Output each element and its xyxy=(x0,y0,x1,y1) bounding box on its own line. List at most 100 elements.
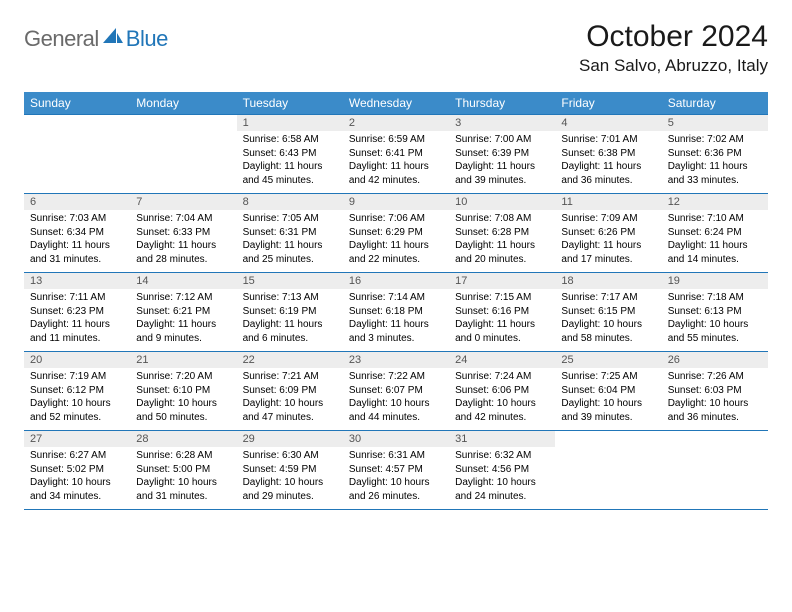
sunrise-text: Sunrise: 7:01 AM xyxy=(561,133,655,147)
sunrise-text: Sunrise: 6:32 AM xyxy=(455,449,549,463)
calendar-day-cell: 18Sunrise: 7:17 AMSunset: 6:15 PMDayligh… xyxy=(555,273,661,352)
daylight-text: Daylight: 11 hours and 36 minutes. xyxy=(561,160,655,187)
calendar-day-cell: 27Sunrise: 6:27 AMSunset: 5:02 PMDayligh… xyxy=(24,431,130,510)
daylight-text: Daylight: 10 hours and 24 minutes. xyxy=(455,476,549,503)
daylight-text: Daylight: 11 hours and 20 minutes. xyxy=(455,239,549,266)
calendar-day-cell xyxy=(24,115,130,194)
sunrise-text: Sunrise: 7:08 AM xyxy=(455,212,549,226)
header: General Blue October 2024 San Salvo, Abr… xyxy=(24,20,768,76)
empty-day xyxy=(24,115,130,171)
day-number: 4 xyxy=(555,115,661,131)
day-details: Sunrise: 7:20 AMSunset: 6:10 PMDaylight:… xyxy=(130,368,236,430)
day-number: 8 xyxy=(237,194,343,210)
sunset-text: Sunset: 6:03 PM xyxy=(668,384,762,398)
calendar-day-cell: 3Sunrise: 7:00 AMSunset: 6:39 PMDaylight… xyxy=(449,115,555,194)
day-details: Sunrise: 6:30 AMSunset: 4:59 PMDaylight:… xyxy=(237,447,343,509)
daylight-text: Daylight: 11 hours and 42 minutes. xyxy=(349,160,443,187)
daylight-text: Daylight: 10 hours and 47 minutes. xyxy=(243,397,337,424)
sunset-text: Sunset: 6:21 PM xyxy=(136,305,230,319)
day-details: Sunrise: 7:21 AMSunset: 6:09 PMDaylight:… xyxy=(237,368,343,430)
day-number: 7 xyxy=(130,194,236,210)
daylight-text: Daylight: 10 hours and 34 minutes. xyxy=(30,476,124,503)
sunrise-text: Sunrise: 6:30 AM xyxy=(243,449,337,463)
daylight-text: Daylight: 11 hours and 6 minutes. xyxy=(243,318,337,345)
empty-day xyxy=(555,431,661,487)
day-number: 16 xyxy=(343,273,449,289)
day-number: 5 xyxy=(662,115,768,131)
day-details: Sunrise: 6:58 AMSunset: 6:43 PMDaylight:… xyxy=(237,131,343,193)
day-number: 31 xyxy=(449,431,555,447)
daylight-text: Daylight: 10 hours and 52 minutes. xyxy=(30,397,124,424)
calendar-day-cell: 26Sunrise: 7:26 AMSunset: 6:03 PMDayligh… xyxy=(662,352,768,431)
daylight-text: Daylight: 10 hours and 44 minutes. xyxy=(349,397,443,424)
day-details: Sunrise: 7:19 AMSunset: 6:12 PMDaylight:… xyxy=(24,368,130,430)
sunrise-text: Sunrise: 7:00 AM xyxy=(455,133,549,147)
daylight-text: Daylight: 11 hours and 31 minutes. xyxy=(30,239,124,266)
sunrise-text: Sunrise: 7:25 AM xyxy=(561,370,655,384)
sunset-text: Sunset: 6:16 PM xyxy=(455,305,549,319)
sunrise-text: Sunrise: 7:06 AM xyxy=(349,212,443,226)
day-details: Sunrise: 7:00 AMSunset: 6:39 PMDaylight:… xyxy=(449,131,555,193)
sunrise-text: Sunrise: 7:10 AM xyxy=(668,212,762,226)
day-number: 26 xyxy=(662,352,768,368)
sunset-text: Sunset: 6:09 PM xyxy=(243,384,337,398)
weekday-header: Sunday xyxy=(24,92,130,115)
sunset-text: Sunset: 4:56 PM xyxy=(455,463,549,477)
day-details: Sunrise: 7:26 AMSunset: 6:03 PMDaylight:… xyxy=(662,368,768,430)
weekday-header: Friday xyxy=(555,92,661,115)
day-number: 25 xyxy=(555,352,661,368)
day-details: Sunrise: 7:22 AMSunset: 6:07 PMDaylight:… xyxy=(343,368,449,430)
daylight-text: Daylight: 11 hours and 0 minutes. xyxy=(455,318,549,345)
calendar-grid: Sunday Monday Tuesday Wednesday Thursday… xyxy=(24,92,768,510)
daylight-text: Daylight: 11 hours and 11 minutes. xyxy=(30,318,124,345)
day-number: 3 xyxy=(449,115,555,131)
day-details: Sunrise: 7:09 AMSunset: 6:26 PMDaylight:… xyxy=(555,210,661,272)
page-title: October 2024 xyxy=(579,20,768,54)
calendar-day-cell: 31 Sunrise: 6:32 AMSunset: 4:56 PMDayligh… xyxy=(449,431,555,510)
sunset-text: Sunset: 6:39 PM xyxy=(455,147,549,161)
daylight-text: Daylight: 11 hours and 33 minutes. xyxy=(668,160,762,187)
sunset-text: Sunset: 5:02 PM xyxy=(30,463,124,477)
sunset-text: Sunset: 6:23 PM xyxy=(30,305,124,319)
day-number: 18 xyxy=(555,273,661,289)
day-number: 6 xyxy=(24,194,130,210)
daylight-text: Daylight: 11 hours and 28 minutes. xyxy=(136,239,230,266)
day-number: 23 xyxy=(343,352,449,368)
calendar-day-cell xyxy=(662,431,768,510)
logo-text-general: General xyxy=(24,26,99,52)
daylight-text: Daylight: 11 hours and 14 minutes. xyxy=(668,239,762,266)
day-details: Sunrise: 7:03 AMSunset: 6:34 PMDaylight:… xyxy=(24,210,130,272)
calendar-day-cell: 20Sunrise: 7:19 AMSunset: 6:12 PMDayligh… xyxy=(24,352,130,431)
sunset-text: Sunset: 6:31 PM xyxy=(243,226,337,240)
sunrise-text: Sunrise: 7:12 AM xyxy=(136,291,230,305)
day-details: Sunrise: 7:12 AMSunset: 6:21 PMDaylight:… xyxy=(130,289,236,351)
calendar-day-cell: 24Sunrise: 7:24 AMSunset: 6:06 PMDayligh… xyxy=(449,352,555,431)
daylight-text: Daylight: 11 hours and 45 minutes. xyxy=(243,160,337,187)
sunrise-text: Sunrise: 7:26 AM xyxy=(668,370,762,384)
sunset-text: Sunset: 6:13 PM xyxy=(668,305,762,319)
day-details: Sunrise: 7:17 AMSunset: 6:15 PMDaylight:… xyxy=(555,289,661,351)
calendar-day-cell: 25Sunrise: 7:25 AMSunset: 6:04 PMDayligh… xyxy=(555,352,661,431)
sunrise-text: Sunrise: 7:21 AM xyxy=(243,370,337,384)
empty-day xyxy=(662,431,768,487)
day-details: Sunrise: 6:31 AMSunset: 4:57 PMDaylight:… xyxy=(343,447,449,509)
sunset-text: Sunset: 6:41 PM xyxy=(349,147,443,161)
calendar-day-cell: 5Sunrise: 7:02 AMSunset: 6:36 PMDaylight… xyxy=(662,115,768,194)
day-number: 13 xyxy=(24,273,130,289)
day-number: 11 xyxy=(555,194,661,210)
sunset-text: Sunset: 6:36 PM xyxy=(668,147,762,161)
day-number: 19 xyxy=(662,273,768,289)
calendar-day-cell: 21Sunrise: 7:20 AMSunset: 6:10 PMDayligh… xyxy=(130,352,236,431)
sunset-text: Sunset: 6:34 PM xyxy=(30,226,124,240)
sunset-text: Sunset: 6:24 PM xyxy=(668,226,762,240)
sunrise-text: Sunrise: 6:59 AM xyxy=(349,133,443,147)
calendar-day-cell: 13Sunrise: 7:11 AMSunset: 6:23 PMDayligh… xyxy=(24,273,130,352)
day-details: Sunrise: 7:02 AMSunset: 6:36 PMDaylight:… xyxy=(662,131,768,193)
daylight-text: Daylight: 10 hours and 29 minutes. xyxy=(243,476,337,503)
sunset-text: Sunset: 6:07 PM xyxy=(349,384,443,398)
day-number: 28 xyxy=(130,431,236,447)
day-number: 9 xyxy=(343,194,449,210)
sunrise-text: Sunrise: 7:14 AM xyxy=(349,291,443,305)
daylight-text: Daylight: 10 hours and 31 minutes. xyxy=(136,476,230,503)
calendar-day-cell: 8Sunrise: 7:05 AMSunset: 6:31 PMDaylight… xyxy=(237,194,343,273)
